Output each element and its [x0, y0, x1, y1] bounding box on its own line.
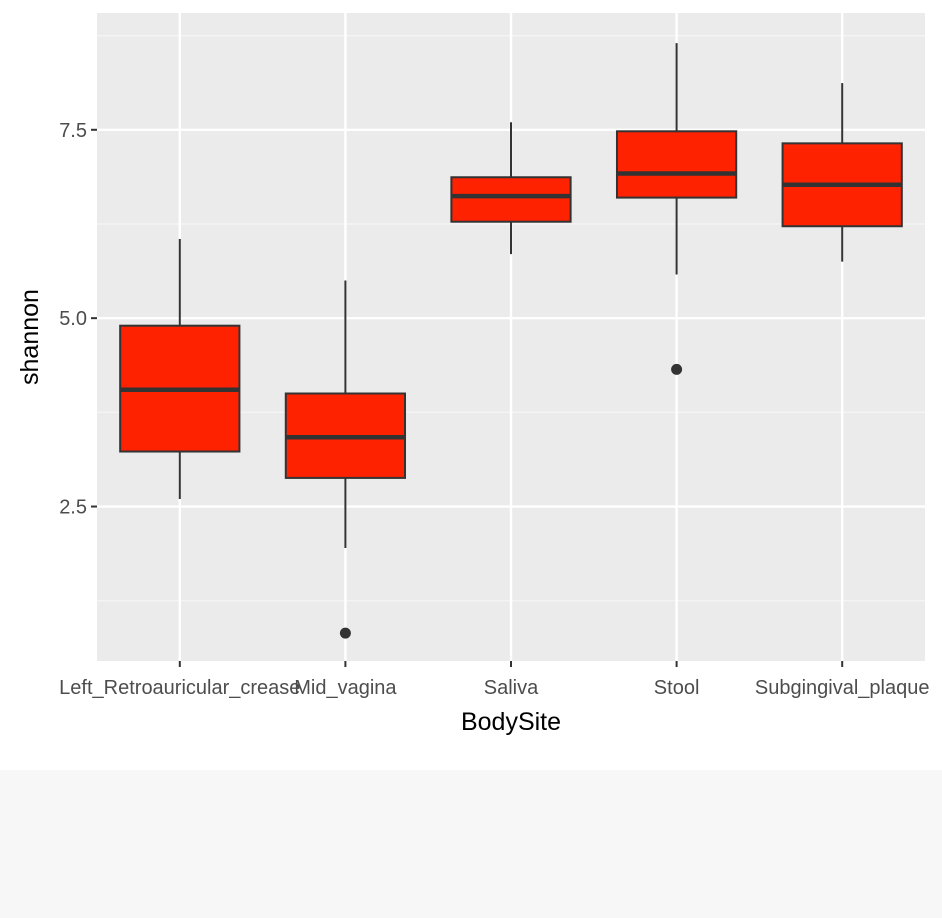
x-tick-label: Subgingival_plaque	[755, 677, 930, 699]
box-Mid_vagina	[284, 280, 407, 639]
box-Subgingival_plaque	[781, 83, 903, 262]
box-series	[119, 43, 903, 639]
x-tick-label: Mid_vagina	[294, 677, 397, 699]
boxplot-chart: 2.5 5.0 7.5 Left_Retroauricular_creaseMid_…	[16, 13, 929, 736]
box-Saliva	[450, 122, 572, 255]
y-axis-title: shannon	[16, 289, 44, 385]
x-tick-label: Stool	[654, 677, 700, 699]
empty-footer-area	[0, 770, 942, 918]
x-tick-label: Left_Retroauricular_crease	[59, 677, 300, 699]
box-Stool	[615, 43, 738, 375]
x-tick-label: Saliva	[484, 677, 539, 699]
y-axis: 2.5 5.0 7.5	[59, 120, 97, 519]
x-axis-title: BodySite	[461, 708, 561, 736]
chart-area: 2.5 5.0 7.5 Left_Retroauricular_crease Mid_…	[16, 13, 930, 736]
y-tick-label: 2.5	[59, 497, 87, 519]
outlier-point	[339, 627, 351, 639]
box-Left_Retroauricular_crease	[119, 239, 241, 499]
box-iqr	[615, 130, 738, 199]
y-tick-label: 5.0	[59, 308, 87, 330]
outlier-point	[671, 363, 683, 375]
y-tick-label: 7.5	[59, 120, 87, 142]
box-iqr	[450, 176, 572, 223]
